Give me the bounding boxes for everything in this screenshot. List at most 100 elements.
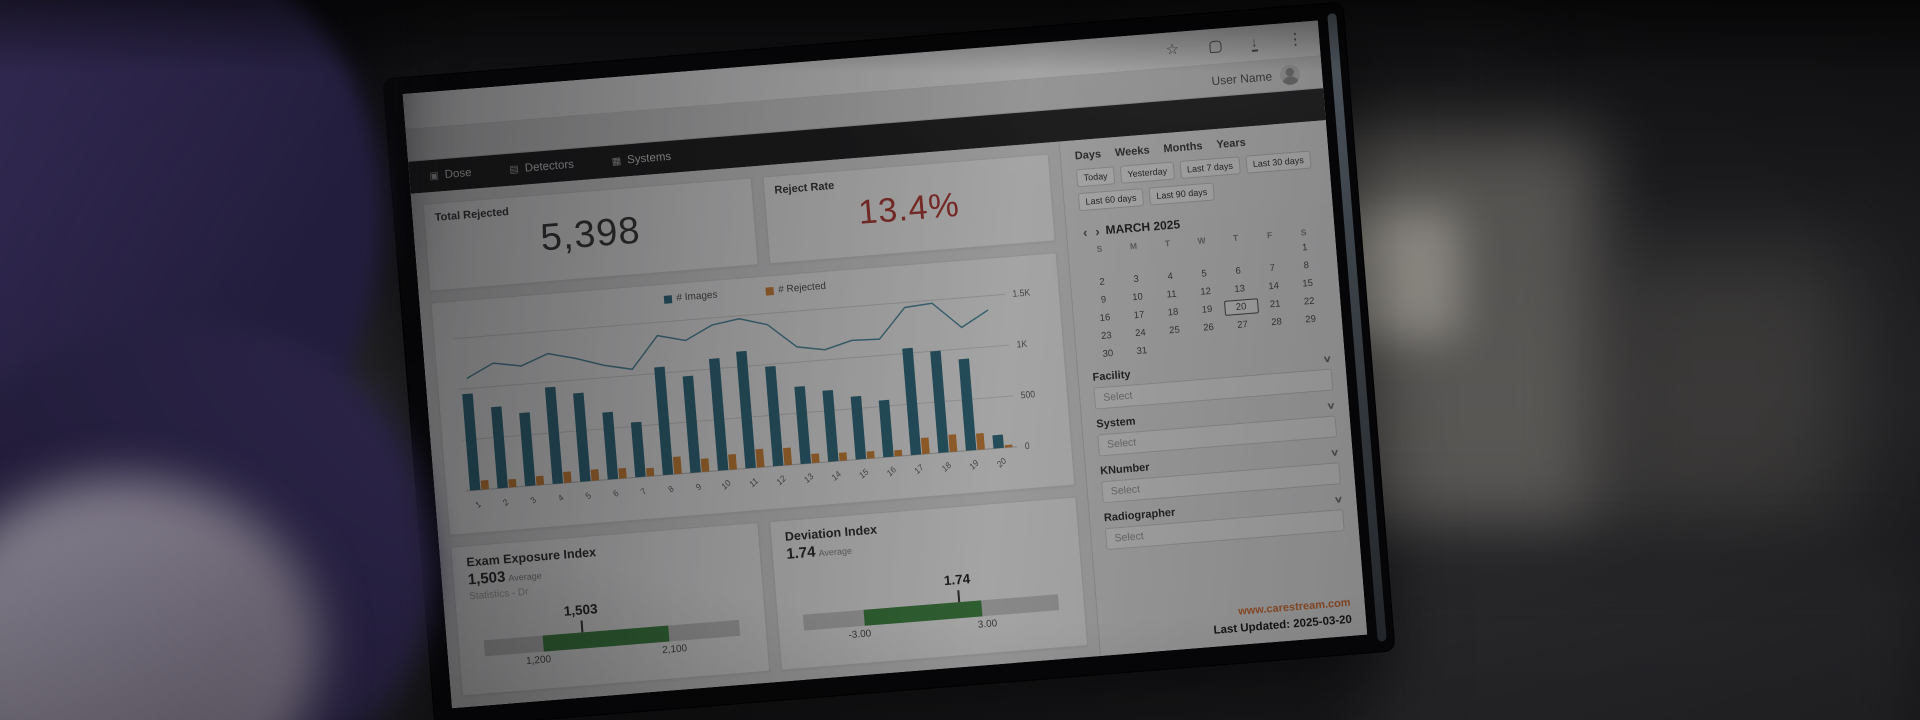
browser-toolbar-icons: ☆ ↓ ⋮ <box>1165 30 1304 59</box>
range-button-last-7-days[interactable]: Last 7 days <box>1179 156 1241 180</box>
main-content: Total Rejected 5,398 Reject Rate 13.4% #… <box>410 141 1101 709</box>
filter-label-facility: Facility <box>1092 368 1131 384</box>
sidebar: Days Weeks Months Years Today Yesterday Last … <box>1058 120 1368 657</box>
calendar-day-10[interactable]: 10 <box>1131 291 1144 304</box>
calendar-day-29[interactable]: 29 <box>1304 313 1317 326</box>
calendar-day-5[interactable]: 5 <box>1201 268 1208 280</box>
calendar-next-button[interactable]: › <box>1094 223 1101 239</box>
gauge-green-band <box>542 625 670 652</box>
gauge-min-label: -3.00 <box>848 628 872 642</box>
svg-text:16: 16 <box>885 464 898 479</box>
calendar-day-2[interactable]: 2 <box>1099 276 1106 288</box>
calendar-day-header: W <box>1197 235 1206 246</box>
gauge-max-label: 2,100 <box>661 643 688 657</box>
calendar-title: MARCH 2025 <box>1105 217 1181 238</box>
range-button-last-30-days[interactable]: Last 30 days <box>1245 150 1312 174</box>
svg-text:7: 7 <box>639 485 649 496</box>
calendar-day-19[interactable]: 19 <box>1201 303 1213 316</box>
calendar-day-31[interactable]: 31 <box>1136 345 1148 358</box>
calendar-prev-button[interactable]: ‹ <box>1082 224 1088 240</box>
person-hair-shadow <box>0 0 380 290</box>
chevron-down-icon[interactable]: ∨ <box>1333 493 1344 505</box>
svg-text:4: 4 <box>556 492 566 503</box>
download-icon[interactable]: ↓ <box>1250 33 1258 52</box>
filter-label-radiographer: Radiographer <box>1103 506 1176 525</box>
filters: Facility ∨ Select System ∨ Select KNumber ∨ Sele… <box>1092 353 1345 560</box>
calendar-day-25[interactable]: 25 <box>1168 324 1181 337</box>
calendar-day-6[interactable]: 6 <box>1235 265 1242 277</box>
avatar[interactable] <box>1279 63 1301 86</box>
screen: ☆ ↓ ⋮ User Name ▣ Dose ▤ Detectors ▦ Systems To… <box>402 20 1368 709</box>
svg-text:8: 8 <box>666 483 676 494</box>
gauge-average-value: 1.74 <box>785 543 817 563</box>
calendar-day-30[interactable]: 30 <box>1102 348 1114 360</box>
gauge-green-band <box>863 600 983 626</box>
background-desk <box>1360 560 1920 720</box>
range-button-today[interactable]: Today <box>1075 166 1116 188</box>
tab-systems[interactable]: ▦ Systems <box>611 151 671 168</box>
calendar-day-11[interactable]: 11 <box>1166 288 1177 301</box>
side-panel-icon[interactable] <box>1208 39 1222 53</box>
gauge-marker-label: 1,503 <box>563 601 599 619</box>
unit-tab-years[interactable]: Years <box>1215 136 1247 152</box>
calendar-day-header: S <box>1096 243 1103 254</box>
calendar-day-16[interactable]: 16 <box>1099 312 1111 324</box>
unit-tab-days[interactable]: Days <box>1074 148 1102 163</box>
range-button-last-60-days[interactable]: Last 60 days <box>1077 188 1145 212</box>
calendar-day-4[interactable]: 4 <box>1167 270 1174 283</box>
images-rejected-chart-card: # Images # Rejected 0 500 1K 1.5K 1 2 3 4 5 6 7 8 9 10… <box>430 252 1076 536</box>
tab-detectors-icon: ▤ <box>508 163 520 176</box>
filter-label-system: System <box>1095 415 1136 431</box>
calendar-day-3[interactable]: 3 <box>1133 273 1140 286</box>
range-button-yesterday[interactable]: Yesterday <box>1119 161 1175 184</box>
calendar-day-empty <box>1083 255 1118 273</box>
chevron-down-icon[interactable]: ∨ <box>1322 352 1333 364</box>
svg-text:10: 10 <box>720 477 733 492</box>
calendar-day-20[interactable]: 20 <box>1223 298 1259 316</box>
calendar-day-empty <box>1151 250 1186 268</box>
svg-text:6: 6 <box>611 488 621 499</box>
gauge-track <box>483 619 741 657</box>
range-button-last-90-days[interactable]: Last 90 days <box>1148 182 1215 206</box>
calendar-day-15[interactable]: 15 <box>1302 277 1314 290</box>
calendar-day-14[interactable]: 14 <box>1267 280 1280 293</box>
calendar-day-empty <box>1260 331 1295 349</box>
calendar-day-24[interactable]: 24 <box>1134 327 1147 340</box>
chevron-down-icon[interactable]: ∨ <box>1326 399 1337 411</box>
tab-detectors[interactable]: ▤ Detectors <box>509 159 574 176</box>
chevron-down-icon[interactable]: ∨ <box>1330 446 1341 458</box>
unit-tab-weeks[interactable]: Weeks <box>1114 144 1151 160</box>
calendar-day-13[interactable]: 13 <box>1233 283 1246 296</box>
calendar-day-18[interactable]: 18 <box>1167 306 1179 319</box>
reject-rate-label: Reject Rate <box>774 179 835 197</box>
calendar-day-empty <box>1185 247 1220 265</box>
user-name[interactable]: User Name <box>1210 68 1273 88</box>
calendar-day-header: T <box>1164 238 1171 249</box>
calendar-day-empty <box>1219 244 1254 262</box>
calendar: ‹ › MARCH 2025 S M T W T F S 1 2 3 4 5 6 7 8 9 10 11 12 13 1… <box>1080 206 1329 363</box>
calendar-day-1[interactable]: 1 <box>1301 242 1308 254</box>
person-arm <box>0 281 474 720</box>
svg-text:17: 17 <box>912 462 925 477</box>
svg-text:15: 15 <box>857 466 870 481</box>
calendar-day-9[interactable]: 9 <box>1100 294 1107 306</box>
gauge-average-value: 1,503 <box>467 568 506 589</box>
star-icon[interactable]: ☆ <box>1165 40 1180 59</box>
calendar-day-23[interactable]: 23 <box>1100 330 1113 342</box>
calendar-day-8[interactable]: 8 <box>1303 260 1310 272</box>
svg-text:0: 0 <box>1024 440 1030 451</box>
calendar-day-28[interactable]: 28 <box>1270 316 1283 329</box>
menu-icon[interactable]: ⋮ <box>1286 30 1304 49</box>
calendar-day-12[interactable]: 12 <box>1199 285 1212 298</box>
calendar-day-21[interactable]: 21 <box>1269 298 1281 311</box>
calendar-day-17[interactable]: 17 <box>1133 309 1145 322</box>
calendar-day-26[interactable]: 26 <box>1202 321 1215 334</box>
svg-text:1: 1 <box>473 499 483 510</box>
tab-dose[interactable]: ▣ Dose <box>429 167 472 182</box>
gauge-marker-tick <box>580 620 584 633</box>
calendar-day-27[interactable]: 27 <box>1236 319 1249 331</box>
calendar-day-22[interactable]: 22 <box>1303 295 1315 308</box>
calendar-day-7[interactable]: 7 <box>1269 262 1276 275</box>
unit-tab-months[interactable]: Months <box>1163 140 1204 156</box>
